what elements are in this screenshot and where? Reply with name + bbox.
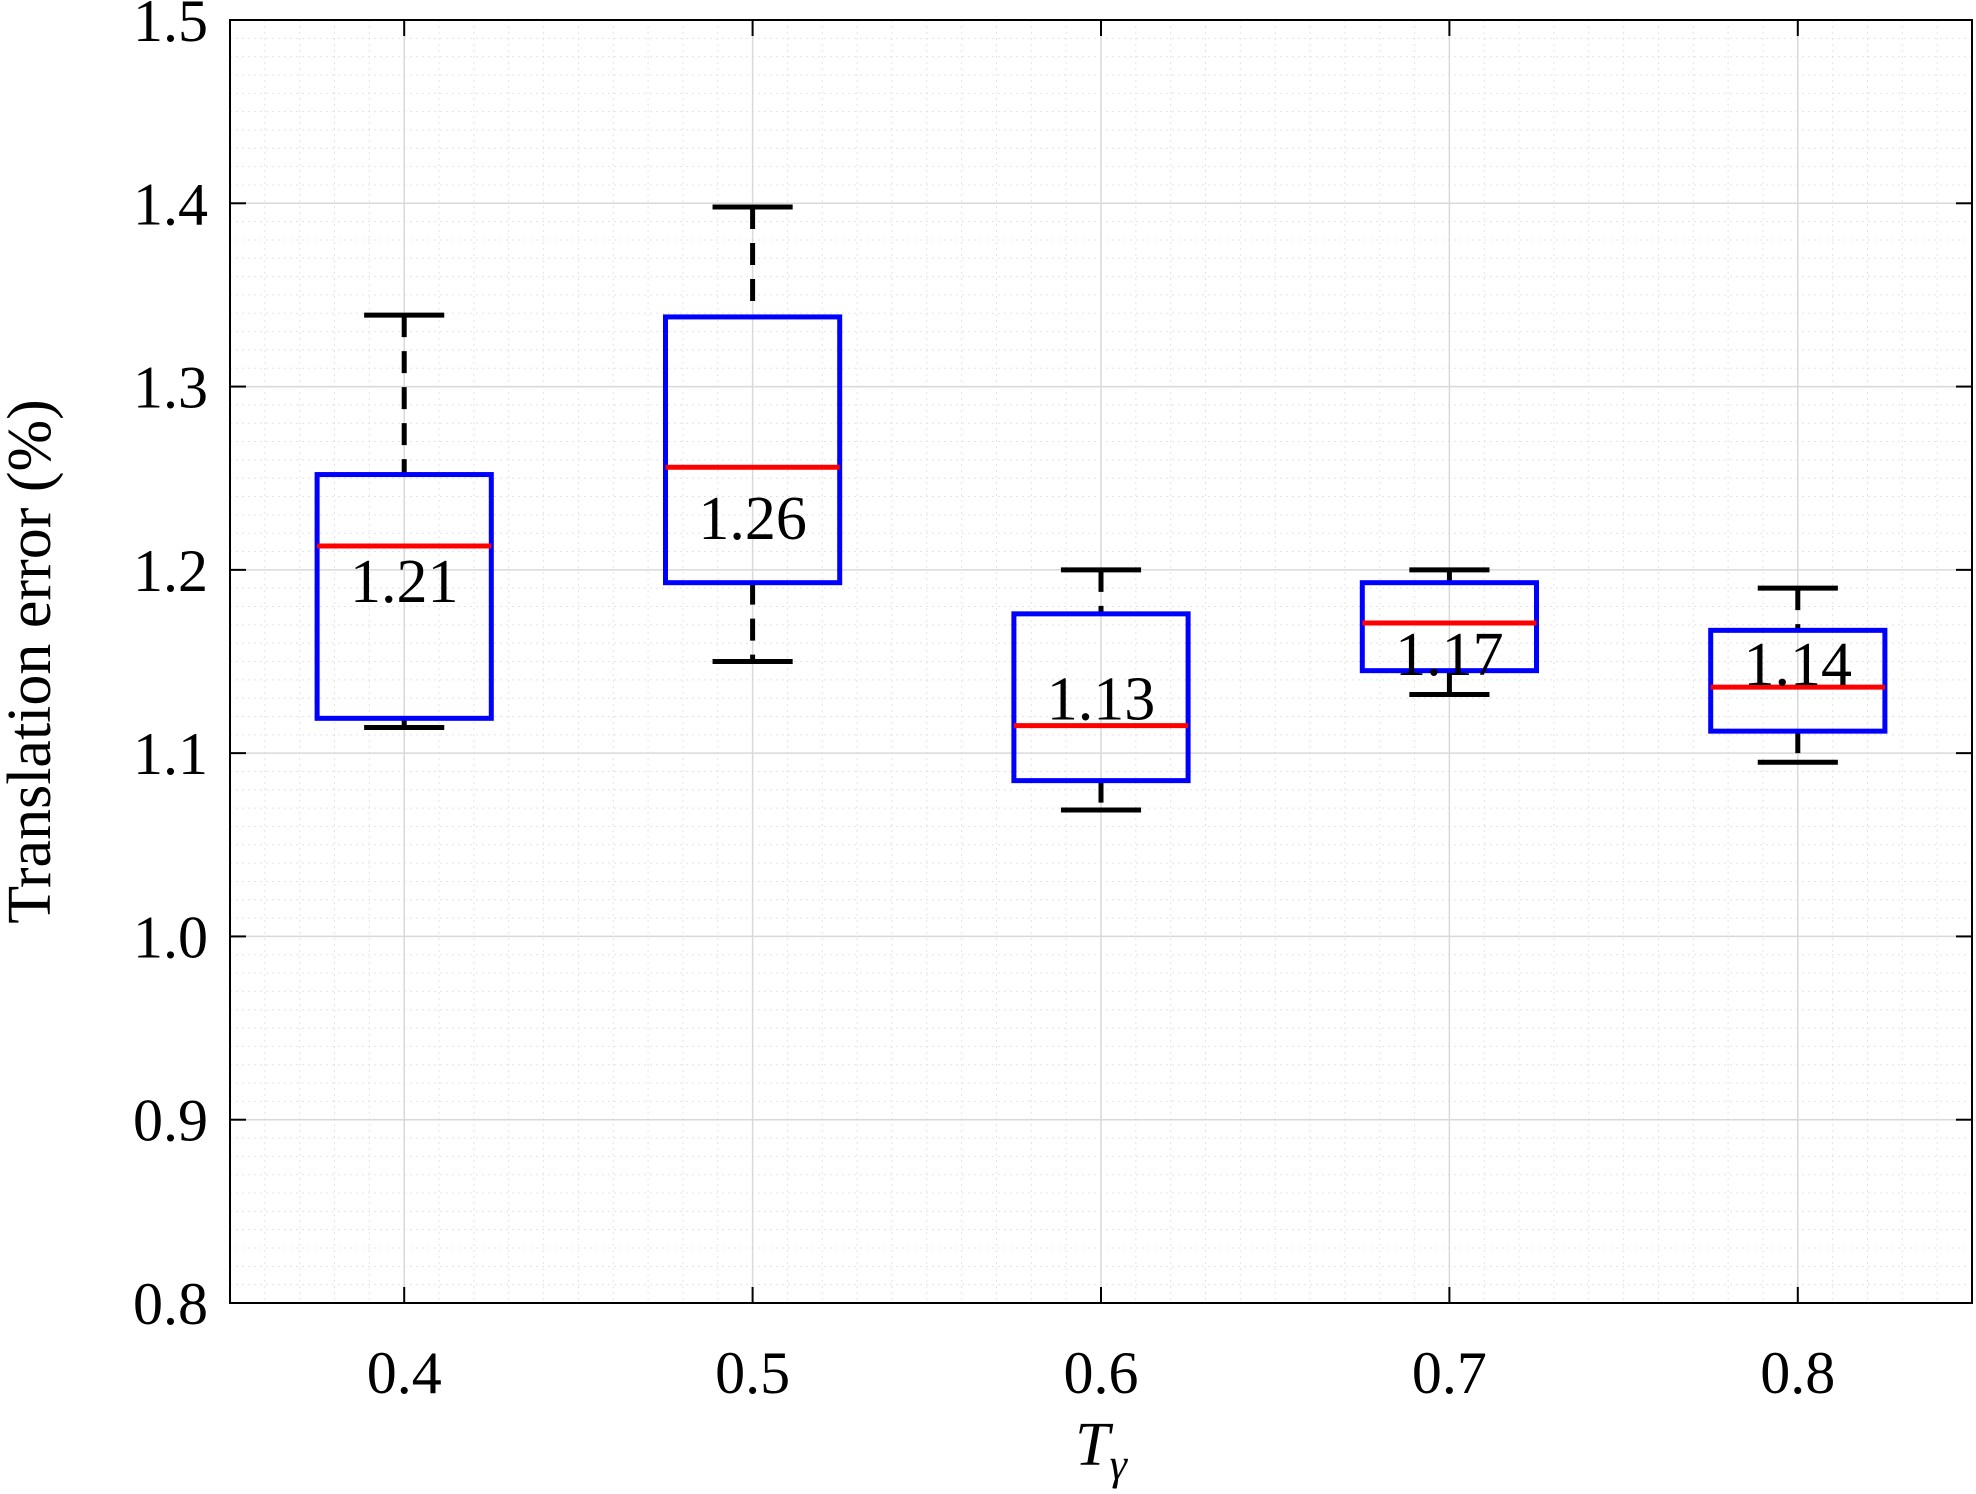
median-label: 1.21 [350, 548, 459, 616]
median-label: 1.14 [1744, 631, 1853, 699]
box-iqr [663, 314, 843, 586]
x-tick-labels: 0.4 0.5 0.6 0.7 0.8 [367, 1340, 1836, 1406]
axis-ticks [230, 19, 1972, 1304]
box-iqr [314, 472, 494, 721]
y-tick-label: 1.3 [133, 355, 208, 421]
x-axis-label: Tγ [1075, 1411, 1128, 1489]
median-label: 1.13 [1047, 666, 1156, 734]
y-tick-label: 0.9 [133, 1088, 208, 1154]
box-iqr [1708, 627, 1888, 734]
x-tick-label: 0.6 [1064, 1340, 1139, 1406]
box-1.14: 1.14 [1708, 585, 1888, 765]
median-label: 1.26 [698, 485, 807, 553]
y-axis-label: Translation error (%) [0, 399, 64, 924]
y-tick-label: 1.1 [133, 721, 208, 787]
boxes: 1.21 1.26 1.13 1.17 1.14 [314, 204, 1888, 813]
y-tick-label: 1.2 [133, 538, 208, 604]
median-label: 1.17 [1395, 621, 1504, 689]
grid [229, 19, 1973, 1304]
box-1.17: 1.17 [1359, 567, 1540, 697]
x-tick-label: 0.5 [715, 1340, 790, 1406]
y-tick-labels: 0.8 0.9 1.0 1.1 1.2 1.3 1.4 1.5 [133, 0, 208, 1337]
box-1.21: 1.21 [314, 312, 494, 730]
x-axis-label-subscript: γ [1110, 1440, 1129, 1489]
x-tick-label: 0.7 [1412, 1340, 1487, 1406]
box-1.13: 1.13 [1011, 567, 1191, 813]
x-tick-label: 0.4 [367, 1340, 442, 1406]
y-tick-label: 1.4 [133, 171, 208, 237]
x-axis-label-main: T [1075, 1411, 1114, 1479]
box-iqr [1011, 611, 1191, 784]
y-tick-label: 1.5 [133, 0, 208, 54]
box-iqr [1359, 580, 1540, 674]
box-1.26: 1.26 [663, 204, 843, 664]
x-tick-label: 0.8 [1760, 1340, 1835, 1406]
y-tick-label: 1.0 [133, 904, 208, 970]
y-tick-label: 0.8 [133, 1271, 208, 1337]
